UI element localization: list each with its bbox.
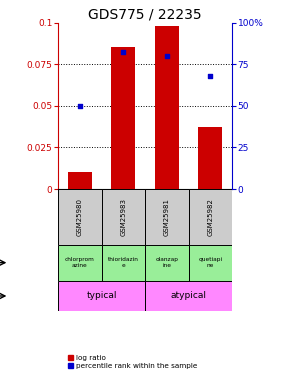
Bar: [58, 281, 145, 311]
Bar: [102, 244, 145, 281]
Text: typical: typical: [86, 291, 117, 300]
Bar: [188, 189, 232, 244]
Title: GDS775 / 22235: GDS775 / 22235: [88, 8, 202, 21]
Point: [121, 50, 126, 55]
Bar: [188, 244, 232, 281]
Text: GSM25980: GSM25980: [77, 198, 83, 236]
Point: [164, 53, 169, 59]
Text: GSM25981: GSM25981: [164, 198, 170, 236]
Text: GSM25982: GSM25982: [207, 198, 213, 236]
Bar: [145, 244, 188, 281]
Bar: [102, 189, 145, 244]
Bar: [58, 189, 102, 244]
Point: [208, 73, 213, 79]
Text: chlorprom
azine: chlorprom azine: [65, 257, 95, 268]
Legend: log ratio, percentile rank within the sample: log ratio, percentile rank within the sa…: [67, 354, 198, 369]
Bar: [58, 244, 102, 281]
Text: quetiapi
ne: quetiapi ne: [198, 257, 222, 268]
Bar: [145, 189, 188, 244]
Bar: [155, 26, 179, 189]
Bar: [111, 48, 135, 189]
Text: olanzap
ine: olanzap ine: [155, 257, 178, 268]
Point: [77, 103, 82, 109]
Bar: [198, 128, 222, 189]
Bar: [68, 172, 92, 189]
Text: GSM25983: GSM25983: [120, 198, 126, 236]
Text: thioridazin
e: thioridazin e: [108, 257, 139, 268]
Text: atypical: atypical: [171, 291, 206, 300]
Bar: [145, 281, 232, 311]
